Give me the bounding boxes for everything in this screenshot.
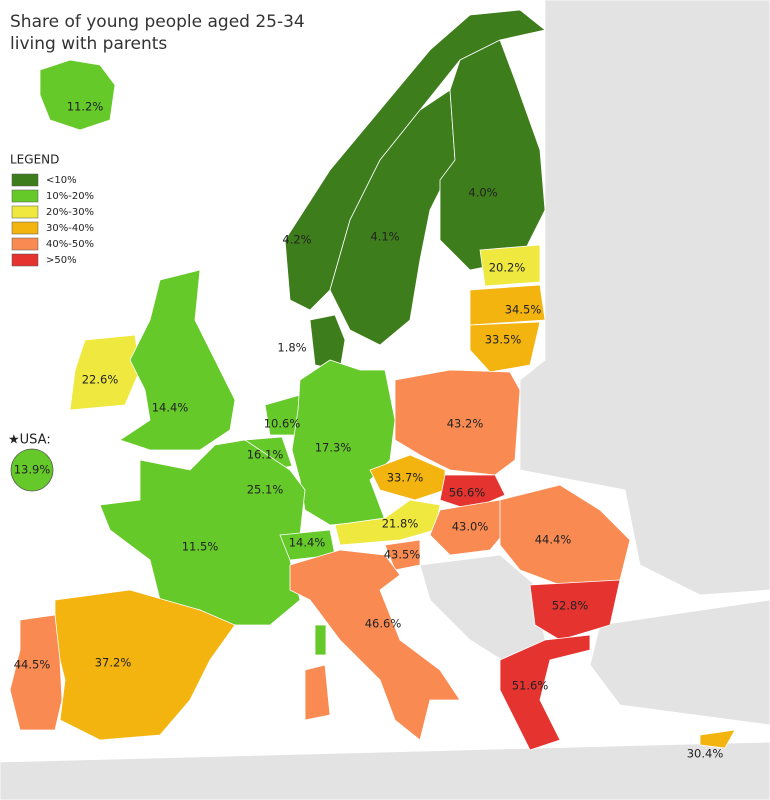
country-label: 4.0% bbox=[468, 186, 497, 200]
country-label: 11.2% bbox=[67, 100, 104, 114]
country bbox=[699, 729, 736, 749]
other-land bbox=[519, 0, 770, 596]
country-label: 44.5% bbox=[14, 658, 51, 672]
country-label: 10.6% bbox=[264, 417, 301, 431]
country-label: 33.5% bbox=[485, 333, 522, 347]
country bbox=[499, 634, 591, 751]
country-label: 43.0% bbox=[452, 520, 489, 534]
country-label: 21.8% bbox=[382, 517, 419, 531]
title-line: living with parents bbox=[10, 34, 167, 54]
country bbox=[439, 39, 546, 271]
country-label: 33.7% bbox=[387, 471, 424, 485]
country-label: 52.8% bbox=[552, 599, 589, 613]
legend-label: 20%-30% bbox=[46, 207, 94, 218]
legend-label: >50% bbox=[46, 255, 77, 266]
country-label: 51.6% bbox=[512, 679, 549, 693]
country bbox=[54, 589, 236, 741]
country bbox=[329, 89, 456, 346]
usa-value: 13.9% bbox=[14, 463, 51, 477]
country bbox=[479, 244, 541, 287]
legend-swatch bbox=[11, 205, 39, 219]
country-label: 14.4% bbox=[152, 401, 189, 415]
legend-swatch bbox=[11, 253, 39, 267]
country-label: 44.4% bbox=[535, 533, 572, 547]
country bbox=[309, 314, 346, 371]
legend-label: 30%-40% bbox=[46, 223, 94, 234]
usa-label: ★USA: bbox=[8, 433, 51, 448]
country-label: 34.5% bbox=[505, 303, 542, 317]
country bbox=[529, 579, 621, 641]
country-label: 22.6% bbox=[82, 373, 119, 387]
country-label: 4.1% bbox=[370, 230, 399, 244]
country bbox=[469, 321, 541, 373]
legend-swatch bbox=[11, 221, 39, 235]
country bbox=[69, 334, 141, 411]
country-label: 43.2% bbox=[447, 417, 484, 431]
country-label: 37.2% bbox=[95, 656, 132, 670]
legend-title: LEGEND bbox=[10, 153, 59, 167]
country-label: 56.6% bbox=[449, 486, 486, 500]
usa-marker bbox=[10, 448, 54, 492]
country-label: 20.2% bbox=[489, 261, 526, 275]
country bbox=[469, 284, 546, 326]
country bbox=[394, 369, 521, 476]
other-land bbox=[0, 741, 770, 800]
country bbox=[291, 359, 396, 526]
country-label: 11.5% bbox=[182, 540, 219, 554]
legend-label: 10%-20% bbox=[46, 191, 94, 202]
legend-swatch bbox=[11, 173, 39, 187]
country-label: 46.6% bbox=[365, 617, 402, 631]
country bbox=[39, 59, 116, 131]
country-label: 30.4% bbox=[687, 747, 724, 761]
country-label: 43.5% bbox=[384, 548, 421, 562]
country-label: 4.2% bbox=[282, 233, 311, 247]
country-label: 16.1% bbox=[247, 448, 284, 462]
legend: LEGEND <10% 10%-20% 20%-30% 30%-40% 40%-50% >… bbox=[10, 153, 94, 267]
country bbox=[99, 439, 327, 656]
country bbox=[9, 614, 63, 731]
country-label: 14.4% bbox=[289, 536, 326, 550]
country-label: 25.1% bbox=[247, 483, 284, 497]
other-land bbox=[589, 599, 770, 726]
legend-swatch bbox=[11, 237, 39, 251]
country-label: 1.8% bbox=[277, 341, 306, 355]
country-label: 17.3% bbox=[315, 441, 352, 455]
country bbox=[119, 269, 236, 451]
legend-label: <10% bbox=[46, 175, 77, 186]
country bbox=[289, 549, 461, 741]
legend-swatch bbox=[11, 189, 39, 203]
legend-label: 40%-50% bbox=[46, 239, 94, 250]
title-line: Share of young people aged 25-34 bbox=[10, 12, 305, 32]
country bbox=[384, 539, 421, 571]
